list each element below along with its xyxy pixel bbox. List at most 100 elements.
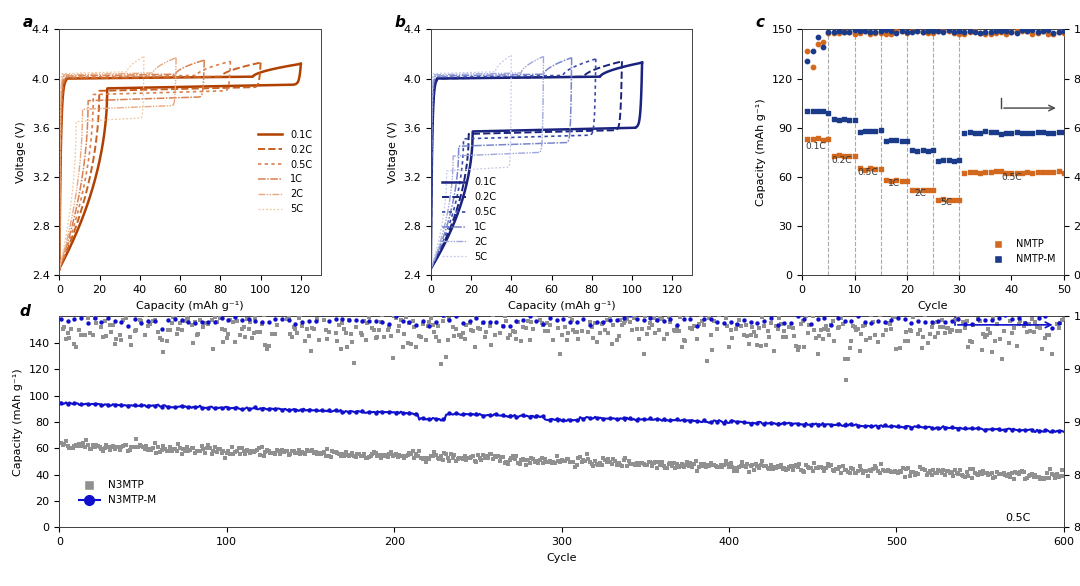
Text: a: a — [23, 15, 33, 29]
Point — [928, 468, 945, 478]
Point — [202, 296, 219, 305]
Point — [748, 340, 766, 349]
Point — [537, 327, 554, 336]
Point — [461, 317, 478, 326]
Point — [890, 306, 907, 315]
Point — [985, 313, 1002, 322]
Point — [674, 459, 691, 469]
Point — [188, 331, 205, 340]
Point — [205, 447, 222, 456]
Point — [1005, 474, 1023, 483]
Point — [973, 469, 990, 478]
Point — [998, 26, 1015, 36]
Point — [899, 28, 916, 37]
Point — [848, 468, 865, 478]
Point — [327, 314, 345, 323]
Point — [796, 342, 813, 352]
Point — [436, 448, 454, 458]
Point — [428, 450, 445, 459]
Point — [504, 451, 522, 461]
Point — [424, 320, 442, 329]
Point — [529, 458, 546, 467]
Point — [651, 313, 669, 322]
Point — [972, 29, 989, 38]
Point — [179, 447, 197, 456]
Point — [752, 342, 769, 351]
Point — [376, 451, 393, 461]
Point — [248, 327, 266, 336]
Point — [1037, 473, 1054, 482]
Point — [131, 441, 148, 450]
Point — [577, 456, 594, 465]
Point — [595, 319, 612, 328]
Point — [799, 57, 816, 66]
Point — [1003, 328, 1021, 338]
Point — [689, 466, 706, 475]
Point — [1050, 323, 1067, 332]
Point — [233, 316, 251, 325]
Point — [1016, 318, 1034, 328]
Point — [815, 324, 833, 333]
Point — [669, 460, 686, 469]
Point — [380, 319, 397, 328]
Point — [976, 29, 994, 39]
Point — [558, 455, 576, 464]
Point — [538, 318, 555, 328]
Point — [377, 304, 394, 313]
Point — [923, 318, 941, 327]
Point — [908, 146, 926, 156]
Point — [321, 316, 338, 325]
Point — [1050, 27, 1067, 36]
Point — [434, 415, 451, 424]
Point — [900, 464, 917, 473]
Point — [327, 329, 345, 338]
Point — [742, 461, 759, 471]
Point — [919, 338, 936, 347]
Point — [833, 314, 850, 323]
Point — [737, 320, 754, 329]
Point — [767, 464, 784, 473]
Point — [635, 459, 652, 469]
Point — [912, 463, 929, 472]
Point — [346, 359, 363, 368]
Point — [1055, 168, 1072, 178]
Point — [980, 470, 997, 479]
Point — [335, 324, 352, 333]
Point — [146, 315, 163, 325]
Point — [782, 461, 799, 471]
Point — [287, 405, 305, 414]
Point — [488, 299, 505, 308]
Point — [838, 375, 855, 384]
Point — [321, 451, 338, 461]
Point — [990, 296, 1008, 305]
Point — [1024, 128, 1041, 137]
Point — [748, 319, 766, 328]
Point — [1030, 427, 1048, 436]
Point — [1028, 323, 1045, 332]
Point — [313, 307, 330, 316]
Point — [1031, 474, 1049, 483]
Point — [806, 458, 823, 467]
Point — [154, 441, 172, 451]
Point — [307, 316, 324, 326]
Point — [313, 406, 330, 415]
Point — [255, 452, 272, 461]
Point — [365, 325, 382, 334]
Point — [637, 312, 654, 321]
Point — [213, 448, 230, 458]
Point — [831, 27, 848, 36]
Point — [462, 452, 480, 462]
Point — [982, 168, 999, 177]
Point — [729, 321, 746, 330]
Point — [102, 445, 119, 455]
Point — [350, 449, 367, 459]
Point — [1013, 168, 1030, 177]
Point — [357, 454, 375, 463]
Point — [764, 305, 781, 315]
Point — [1008, 168, 1025, 178]
Point — [593, 460, 610, 469]
Point — [997, 471, 1014, 480]
Point — [265, 448, 282, 458]
Point — [481, 321, 498, 331]
Point — [57, 334, 75, 343]
